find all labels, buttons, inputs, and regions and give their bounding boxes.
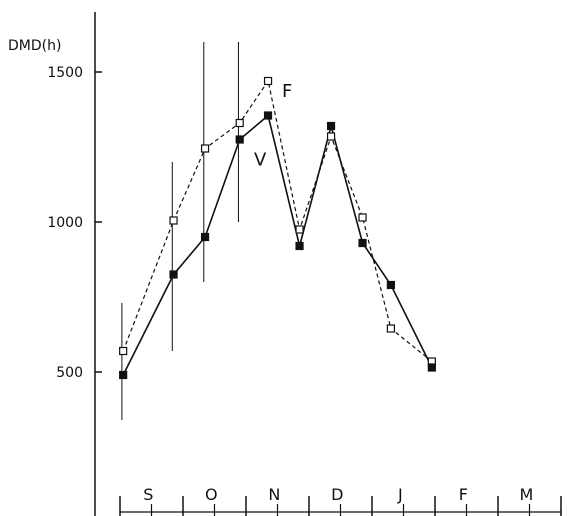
data-point-V [295,241,304,251]
data-point-F [295,225,304,234]
y-tick-label: 1000 [47,215,83,231]
data-point-V [169,270,178,279]
data-point-F [263,76,273,86]
x-tick-label: O [205,485,218,504]
series-label-V: V [254,150,267,171]
data-point-V [427,363,436,372]
axes: 500 1000 1500 DMD(h) S O N D J F M [8,12,562,516]
x-tick-label: F [459,485,468,504]
series-lines [122,79,433,376]
x-tick-label: D [331,485,343,504]
series-line-V [122,114,433,376]
x-tick-label: N [268,485,280,504]
data-point-V [119,370,128,380]
data-point-F [200,144,210,153]
data-point-F [326,132,336,141]
y-tick-label: 1500 [47,65,83,81]
series-markers [119,76,436,380]
error-bars [121,42,239,420]
data-point-V [263,111,273,120]
data-point-F [358,213,367,222]
data-point-F [119,346,128,356]
data-point-F [235,118,244,128]
data-point-V [326,121,336,131]
x-tick-label: S [143,485,153,504]
y-axis-label: DMD(h) [8,38,61,54]
series-line-F [122,79,433,362]
data-point-V [358,238,367,248]
data-point-V [200,232,210,242]
labels: FV [254,81,292,171]
x-tick-label: J [397,485,403,504]
data-point-F [386,324,395,333]
data-point-V [235,135,244,144]
data-point-V [386,280,395,290]
y-tick-label: 500 [56,365,83,381]
series-label-F: F [282,81,292,102]
data-point-F [169,216,178,225]
x-tick-label: M [519,485,533,504]
